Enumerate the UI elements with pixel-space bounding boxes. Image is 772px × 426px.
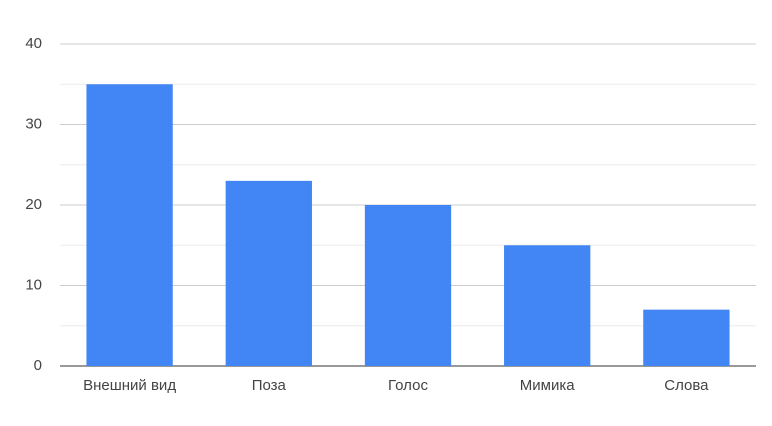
bar <box>504 245 591 366</box>
x-tick-label: Поза <box>252 377 287 394</box>
bar <box>86 84 173 366</box>
bar <box>225 180 312 366</box>
y-tick-label: 10 <box>25 276 42 293</box>
x-tick-label: Голос <box>388 377 428 394</box>
x-tick-label: Внешний вид <box>83 377 176 394</box>
y-tick-label: 40 <box>25 35 42 52</box>
bar <box>364 205 452 366</box>
y-tick-label: 20 <box>25 196 42 213</box>
x-tick-label: Мимика <box>520 377 575 394</box>
y-tick-label: 30 <box>25 115 42 132</box>
y-tick-label: 0 <box>34 357 42 374</box>
bar <box>643 309 730 366</box>
x-tick-label: Слова <box>664 377 709 394</box>
